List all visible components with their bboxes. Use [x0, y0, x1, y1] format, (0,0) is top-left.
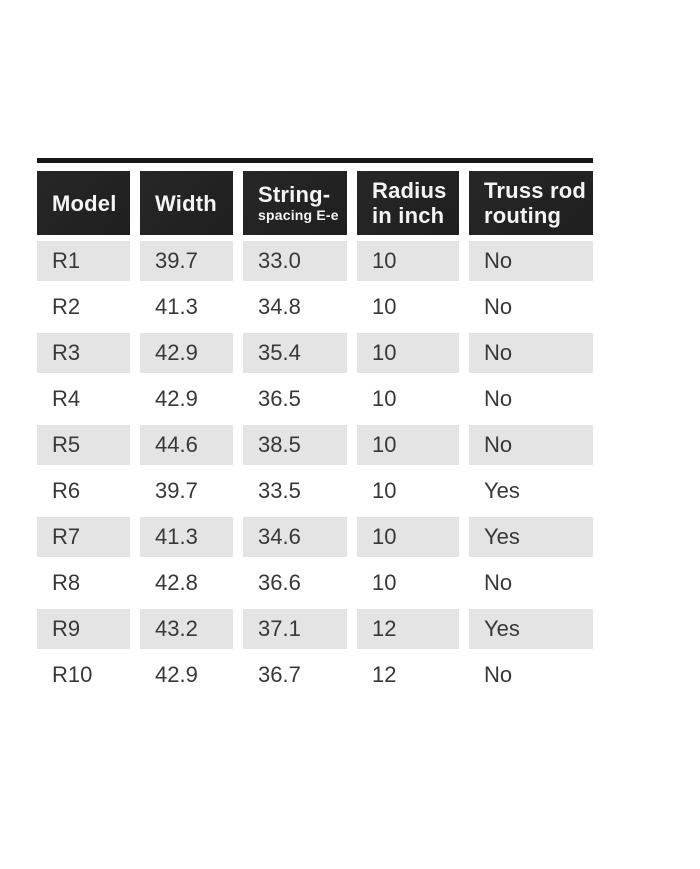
cell-truss-rod: No [469, 333, 593, 373]
header-label-line2: in inch [372, 203, 445, 228]
table-row: R6 39.7 33.5 10 Yes [37, 471, 593, 511]
cell-model: R3 [37, 333, 130, 373]
cell-truss-rod: No [469, 425, 593, 465]
cell-radius: 10 [372, 294, 397, 319]
cell-width: 41.3 [140, 517, 233, 557]
cell-truss-rod: Yes [484, 478, 520, 503]
cell-string-spacing: 33.0 [243, 241, 347, 281]
table-row: R9 43.2 37.1 12 Yes [37, 609, 593, 649]
cell-truss-rod: No [484, 570, 513, 595]
cell-truss-rod: No [484, 386, 513, 411]
top-rule [37, 158, 593, 163]
cell-string-spacing: 38.5 [243, 425, 347, 465]
table-row: R7 41.3 34.6 10 Yes [37, 517, 593, 557]
cell-truss-rod: No [484, 662, 513, 687]
cell-string-spacing: 34.8 [258, 294, 301, 319]
cell-model: R10 [52, 662, 93, 687]
cell-width: 42.9 [155, 386, 198, 411]
header-label: Width [155, 190, 217, 216]
cell-radius: 10 [357, 425, 459, 465]
cell-radius: 10 [372, 570, 397, 595]
header-cell-model: Model [37, 171, 130, 235]
cell-string-spacing: 37.1 [243, 609, 347, 649]
cell-radius: 10 [372, 386, 397, 411]
cell-radius: 10 [357, 517, 459, 557]
table-row: R5 44.6 38.5 10 No [37, 425, 593, 465]
table-row: R10 42.9 36.7 12 No [37, 655, 593, 695]
cell-truss-rod: No [469, 241, 593, 281]
cell-model: R4 [52, 386, 81, 411]
cell-model: R1 [37, 241, 130, 281]
header-label: Radius [372, 178, 447, 203]
cell-radius: 10 [357, 241, 459, 281]
cell-radius: 10 [357, 333, 459, 373]
neck-spec-table: Model Width String- spacing E-e Radius i… [37, 158, 593, 701]
table-row: R8 42.8 36.6 10 No [37, 563, 593, 603]
cell-radius: 12 [372, 662, 397, 687]
cell-width: 43.2 [140, 609, 233, 649]
header-cell-width: Width [140, 171, 233, 235]
cell-model: R5 [37, 425, 130, 465]
header-cell-string-spacing: String- spacing E-e [243, 171, 347, 235]
cell-model: R7 [37, 517, 130, 557]
cell-model: R9 [37, 609, 130, 649]
cell-radius: 10 [372, 478, 397, 503]
cell-radius: 12 [357, 609, 459, 649]
cell-model: R6 [52, 478, 81, 503]
table-body: R1 39.7 33.0 10 No R2 41.3 34.8 10 No R3 42.9 35.4 10… [37, 241, 593, 695]
header-label: Truss rod [484, 178, 587, 203]
header-sublabel: spacing E-e [258, 207, 339, 223]
cell-truss-rod: No [484, 294, 513, 319]
cell-model: R2 [52, 294, 81, 319]
cell-truss-rod: Yes [469, 609, 593, 649]
header-label-line2: routing [484, 203, 562, 228]
cell-width: 42.9 [140, 333, 233, 373]
header-cell-truss-rod: Truss rod routing [469, 171, 593, 235]
cell-width: 44.6 [140, 425, 233, 465]
cell-string-spacing: 36.6 [258, 570, 301, 595]
cell-width: 42.8 [155, 570, 198, 595]
cell-string-spacing: 36.5 [258, 386, 301, 411]
table-header: Model Width String- spacing E-e Radius i… [37, 171, 593, 235]
cell-width: 42.9 [155, 662, 198, 687]
cell-width: 39.7 [155, 478, 198, 503]
cell-width: 39.7 [140, 241, 233, 281]
header-label: String- [258, 182, 331, 207]
cell-truss-rod: Yes [469, 517, 593, 557]
table-row: R3 42.9 35.4 10 No [37, 333, 593, 373]
cell-string-spacing: 36.7 [258, 662, 301, 687]
cell-string-spacing: 34.6 [243, 517, 347, 557]
cell-width: 41.3 [155, 294, 198, 319]
cell-string-spacing: 33.5 [258, 478, 301, 503]
cell-model: R8 [52, 570, 81, 595]
table-row: R1 39.7 33.0 10 No [37, 241, 593, 281]
header-label: Model [52, 190, 117, 216]
cell-string-spacing: 35.4 [243, 333, 347, 373]
table-row: R2 41.3 34.8 10 No [37, 287, 593, 327]
table-row: R4 42.9 36.5 10 No [37, 379, 593, 419]
header-cell-radius: Radius in inch [357, 171, 459, 235]
